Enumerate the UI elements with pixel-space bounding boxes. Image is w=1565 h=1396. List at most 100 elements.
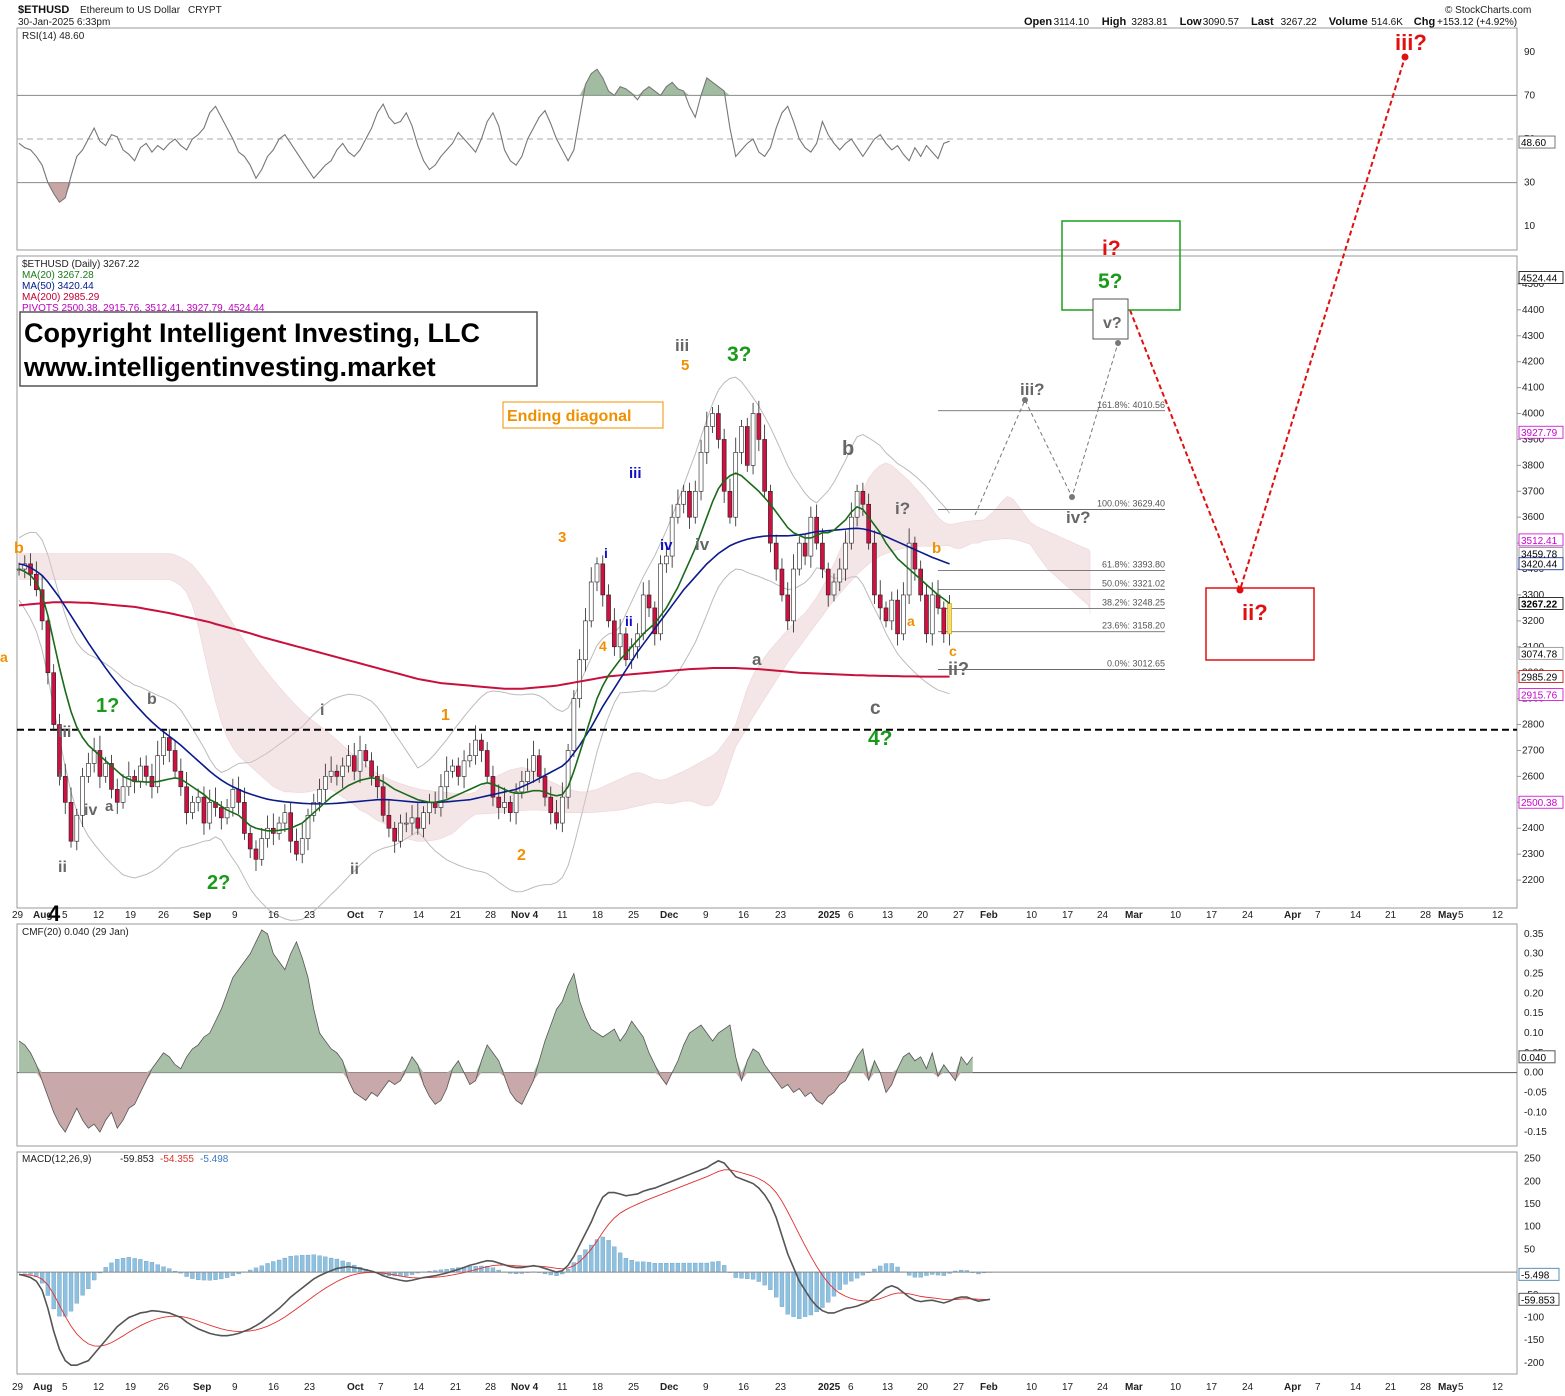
macd-hist-bar-34: [213, 1271, 218, 1280]
candle-body-74: [444, 770, 450, 788]
macd-hist-bar-67: [404, 1271, 409, 1277]
macd-hist-bar-22: [144, 1261, 149, 1273]
price-label-9: 2500.38: [1521, 798, 1558, 809]
price-label-box-8: [1518, 688, 1564, 701]
projection-gray-arrow-1: [1069, 494, 1075, 500]
candle-body-128: [756, 413, 762, 440]
wave-label-30: a: [907, 613, 915, 629]
cmf-tick--0.15: -0.15: [1524, 1127, 1547, 1138]
macd-hist-bar-23: [149, 1262, 155, 1273]
xaxis-bottom-5: 26: [158, 1382, 170, 1393]
xaxis-bottom-0: 29: [12, 1382, 24, 1393]
macd-hist-bar-82: [490, 1267, 496, 1273]
macd-hist-bar-55: [334, 1258, 340, 1273]
candle-body-10: [74, 814, 80, 842]
price-tick-3900: 3900: [1522, 434, 1545, 445]
cmf-tick-0.1: 0.10: [1524, 1028, 1544, 1039]
ma50-legend: MA(50) 3420.44: [22, 281, 94, 292]
macd-hist-bar-32: [201, 1271, 207, 1281]
candle-body-56: [340, 765, 345, 777]
ma200-line: [18, 601, 950, 690]
rsi-tick-30: 30: [1524, 178, 1536, 189]
xaxis-top-37: 7: [1315, 910, 1321, 921]
xaxis-top-9: 23: [304, 910, 316, 921]
candle-body-25: [161, 737, 166, 756]
xaxis-bottom-32: Mar: [1125, 1382, 1143, 1393]
candle-body-85: [507, 802, 513, 813]
cmf-panel: [16, 923, 1518, 1147]
candle-body-40: [247, 833, 253, 850]
pivots-legend: PIVOTS 2500.38, 2915.76, 3512.41, 3927.7…: [22, 303, 265, 314]
xaxis-top-29: 10: [1026, 910, 1038, 921]
xaxis-bottom-24: 6: [848, 1382, 854, 1393]
candle-body-138: [814, 516, 819, 544]
xaxis-bottom-8: 16: [268, 1382, 280, 1393]
candle-body-153: [901, 594, 906, 635]
candle-body-32: [201, 796, 207, 824]
price-tick-2700: 2700: [1522, 745, 1545, 756]
quote-key-volume: Volume: [1329, 16, 1368, 28]
target-box-red: [1205, 587, 1315, 661]
candle-body-89: [531, 755, 536, 772]
macd-hist-bar-109: [646, 1262, 652, 1273]
xaxis-bottom-11: 7: [378, 1382, 384, 1393]
price-tick-2800: 2800: [1522, 720, 1545, 731]
macd-hist-bar-13: [91, 1271, 97, 1281]
candle-body-11: [80, 776, 85, 816]
macd-hist-bar-50: [305, 1254, 311, 1273]
xaxis-bottom-18: 25: [628, 1382, 640, 1393]
macd-hist-bar-16: [109, 1262, 114, 1273]
candle-body-115: [681, 490, 687, 505]
copyright-line2: www.intelligentinvesting.market: [23, 352, 436, 382]
candle-body-140: [825, 568, 831, 596]
candle-body-122: [721, 439, 727, 492]
macd-hist-bar-24: [155, 1264, 160, 1273]
xaxis-bottom-4: 19: [125, 1382, 137, 1393]
wave-label-25: a: [752, 650, 762, 669]
quote-key-last: Last: [1251, 16, 1274, 28]
macd-hist-bar-130: [768, 1271, 773, 1290]
candle-body-99: [588, 581, 594, 622]
macd-hist-bar-141: [831, 1271, 837, 1297]
macd-hist-bar-144: [849, 1271, 854, 1282]
xaxis-top-10: Oct: [347, 910, 364, 921]
macd-hist-bar-108: [641, 1261, 646, 1273]
macd-hist-bar-149: [878, 1265, 883, 1273]
candle-body-19: [126, 776, 132, 788]
wave-label-35: iv?: [1066, 508, 1091, 527]
xaxis-top-43: 12: [1492, 910, 1504, 921]
xaxis-bottom-31: 24: [1097, 1382, 1109, 1393]
candle-body-101: [600, 563, 606, 596]
macd-hist-bar-97: [577, 1255, 582, 1273]
candle-body-95: [565, 750, 571, 798]
candle-body-94: [560, 796, 565, 824]
xaxis-bottom-38: 14: [1350, 1382, 1362, 1393]
xaxis-top-27: 27: [953, 910, 965, 921]
macd-hist-bar-12: [86, 1271, 91, 1289]
candle-body-16: [109, 763, 114, 790]
candle-body-118: [698, 452, 704, 492]
macd-hist-bar-155: [912, 1271, 918, 1278]
macd-hist-bar-125: [739, 1271, 744, 1279]
candle-body-121: [716, 413, 721, 440]
wave-label-18: i: [604, 545, 608, 561]
quote-value-last: 3267.22: [1281, 17, 1318, 28]
macd-hist-bar-29: [184, 1271, 189, 1277]
xaxis-top-12: 14: [413, 910, 425, 921]
macd-hist-bar-105: [623, 1258, 629, 1273]
macd-hist-bar-19: [126, 1257, 131, 1273]
xaxis-bottom-20: 9: [703, 1382, 709, 1393]
macd-hist-bar-51: [311, 1254, 316, 1273]
candle-body-5: [45, 620, 51, 674]
xaxis-bottom-21: 16: [738, 1382, 750, 1393]
macd-hist-bar-134: [791, 1271, 796, 1317]
projection-gray-arrow-2: [1115, 340, 1121, 346]
candle-body-37: [230, 789, 236, 808]
xaxis-top-17: 18: [592, 910, 604, 921]
macd-hist-box: [1518, 1267, 1560, 1281]
price-layer: 4500 4400 4300 4200 4100 4000 3900 3800 3700 3600…: [16, 53, 1564, 921]
macd-hist-bar-137: [808, 1271, 814, 1316]
macd-hist-bar-46: [282, 1257, 288, 1273]
macd-hist-bar-129: [762, 1271, 767, 1286]
